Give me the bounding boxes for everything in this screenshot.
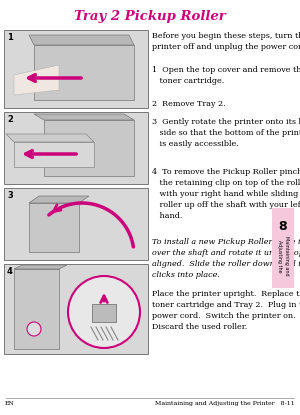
Polygon shape (34, 114, 134, 120)
Text: 2: 2 (7, 115, 13, 124)
Polygon shape (29, 203, 79, 252)
Text: EN: EN (5, 401, 15, 406)
Circle shape (27, 322, 41, 336)
Bar (4, 188, 148, 260)
Polygon shape (29, 196, 89, 203)
Polygon shape (14, 269, 59, 349)
Text: Maintaining and Adjusting the Printer   8-11: Maintaining and Adjusting the Printer 8-… (155, 401, 295, 406)
Polygon shape (44, 120, 134, 176)
Bar (4, 30, 148, 108)
Text: To install a new Pickup Roller, slide it
over the shaft and rotate it until prop: To install a new Pickup Roller, slide it… (152, 238, 300, 279)
Text: 1  Open the top cover and remove the
   toner cartridge.: 1 Open the top cover and remove the tone… (152, 66, 300, 85)
Text: Place the printer upright.  Replace the
toner cartridge and Tray 2.  Plug in the: Place the printer upright. Replace the t… (152, 290, 300, 331)
Bar (4, 112, 148, 184)
Text: Tray 2 Pickup Roller: Tray 2 Pickup Roller (74, 10, 226, 23)
Bar (4, 264, 148, 354)
Circle shape (68, 276, 140, 348)
Text: Before you begin these steps, turn the
printer off and unplug the power cord.: Before you begin these steps, turn the p… (152, 32, 300, 51)
Polygon shape (14, 142, 94, 167)
Text: Maintaining and
Adjusting the: Maintaining and Adjusting the (277, 236, 289, 276)
Text: 2  Remove Tray 2.: 2 Remove Tray 2. (152, 100, 226, 108)
Text: 8: 8 (279, 220, 287, 233)
Polygon shape (6, 134, 94, 142)
Polygon shape (29, 35, 134, 45)
Text: 3  Gently rotate the printer onto its left
   side so that the bottom of the pri: 3 Gently rotate the printer onto its lef… (152, 118, 300, 148)
Text: 4: 4 (7, 267, 13, 276)
Polygon shape (34, 45, 134, 100)
Text: 3: 3 (7, 191, 13, 200)
Bar (92, 304, 116, 322)
Polygon shape (14, 265, 67, 269)
Polygon shape (14, 65, 59, 95)
Bar (272, 208, 294, 288)
Text: 4  To remove the Pickup Roller pinch
   the retaining clip on top of the roller
: 4 To remove the Pickup Roller pinch the … (152, 168, 300, 220)
Text: 1: 1 (7, 33, 13, 42)
